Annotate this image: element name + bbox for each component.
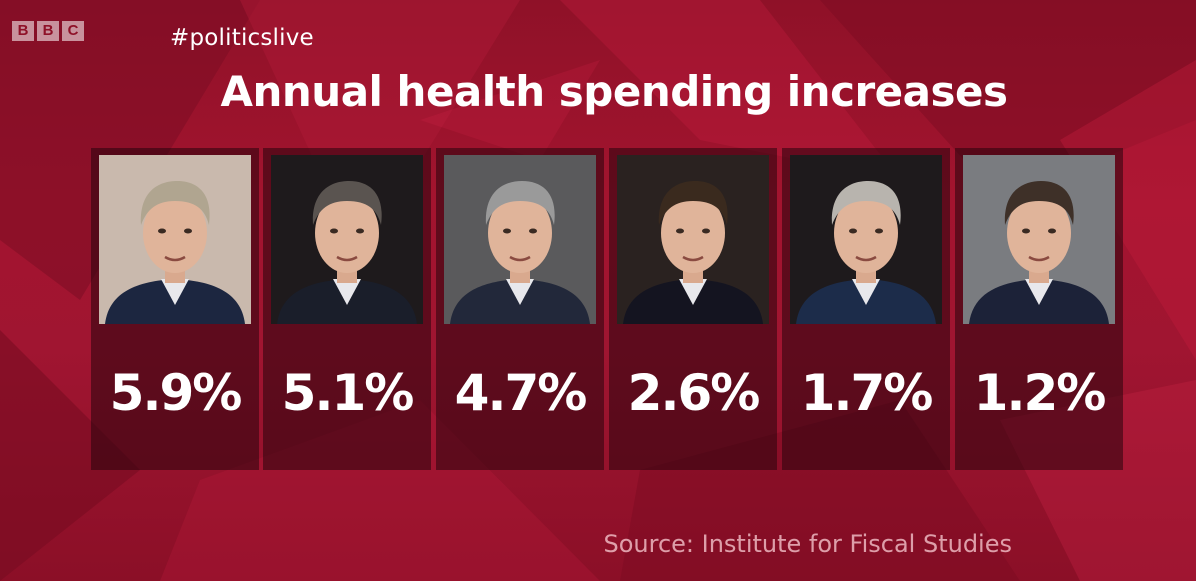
portrait-photo xyxy=(790,155,942,324)
portrait-photo xyxy=(617,155,769,324)
portrait-photo xyxy=(271,155,423,324)
bar-column: 5.1% xyxy=(263,148,431,470)
portrait-photo xyxy=(99,155,251,324)
hashtag: #politicslive xyxy=(170,25,314,51)
chart-title: Annual health spending increases xyxy=(220,67,1008,116)
percent-label: 2.6% xyxy=(627,364,761,422)
bar-column: 4.7% xyxy=(436,148,604,470)
bar-column: 1.2% xyxy=(955,148,1123,470)
source-credit: Source: Institute for Fiscal Studies xyxy=(603,530,1012,558)
percent-label: 5.1% xyxy=(281,364,415,422)
portrait-photo xyxy=(444,155,596,324)
bbc-logo-letter: C xyxy=(62,21,84,41)
percent-label: 1.7% xyxy=(800,364,934,422)
bbc-logo: B B C xyxy=(12,21,84,41)
bar-column: 5.9% xyxy=(91,148,259,470)
bbc-logo-letter: B xyxy=(12,21,34,41)
bbc-logo-letter: B xyxy=(37,21,59,41)
percent-label: 1.2% xyxy=(973,364,1107,422)
percent-label: 4.7% xyxy=(454,364,588,422)
bar-column: 1.7% xyxy=(782,148,950,470)
portrait-photo xyxy=(963,155,1115,324)
bar-column: 2.6% xyxy=(609,148,777,470)
percent-label: 5.9% xyxy=(109,364,243,422)
